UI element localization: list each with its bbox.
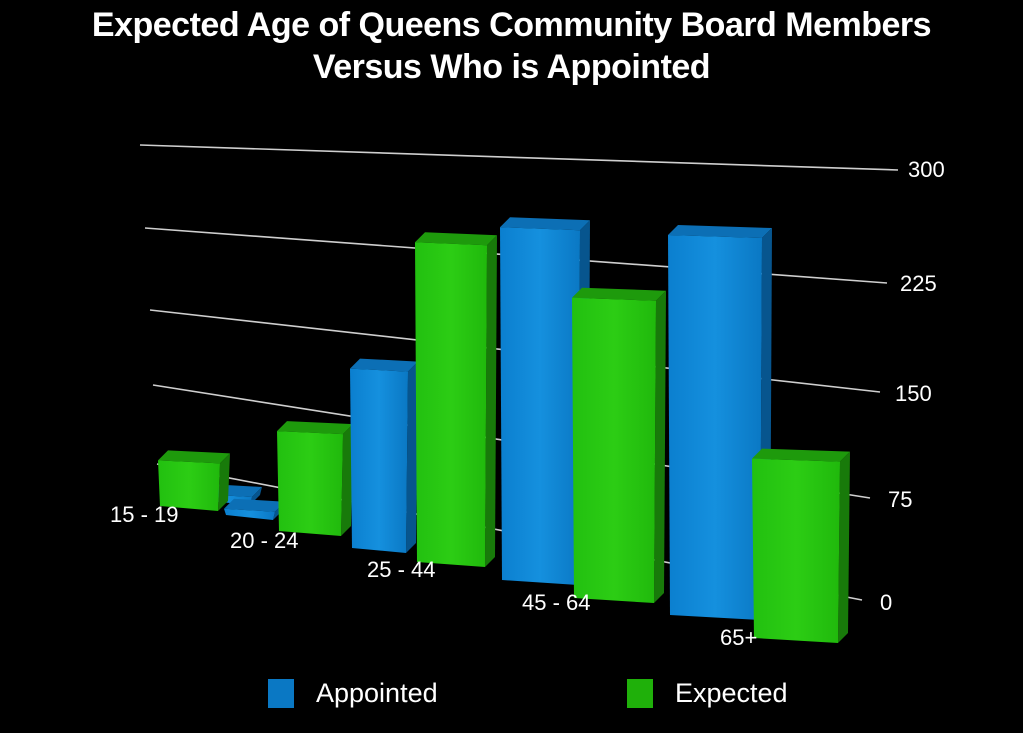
bar-appointed-20-24: [224, 498, 285, 520]
bar-expected-15-19: [158, 450, 230, 511]
legend-swatch-appointed: [268, 679, 294, 708]
x-label-45-64: 45 - 64: [522, 590, 591, 615]
gridline-300: [139, 144, 899, 171]
legend-item-expected[interactable]: Expected: [627, 678, 788, 709]
x-label-65plus: 65+: [720, 625, 758, 650]
y-tick-0: 0: [880, 590, 893, 615]
x-label-20-24: 20 - 24: [230, 528, 299, 553]
bar-expected-45-64: [572, 287, 666, 603]
y-tick-75: 75: [888, 487, 913, 512]
bars: [158, 217, 850, 643]
bar-appointed-65plus: [668, 225, 772, 621]
x-label-15-19: 15 - 19: [110, 502, 179, 527]
legend-label-appointed: Appointed: [316, 678, 438, 708]
legend-label-expected: Expected: [675, 678, 788, 708]
x-label-25-44: 25 - 44: [367, 557, 436, 582]
legend-item-appointed[interactable]: Appointed: [268, 678, 438, 709]
y-tick-150: 150: [895, 381, 932, 406]
y-tick-300: 300: [908, 157, 945, 182]
chart-title-line2: Versus Who is Appointed: [312, 48, 711, 86]
y-tick-225: 225: [900, 271, 937, 296]
legend: Appointed Expected: [0, 678, 1023, 718]
bar-appointed-25-44: [350, 358, 418, 553]
chart-title-line1: Expected Age of Queens Community Board M…: [91, 6, 932, 44]
bar-expected-65plus: [752, 448, 850, 643]
bar-expected-25-44: [415, 232, 497, 568]
bar-expected-20-24: [277, 421, 353, 536]
legend-swatch-expected: [627, 679, 653, 708]
chart-title: Expected Age of Queens Community Board M…: [0, 4, 1023, 88]
